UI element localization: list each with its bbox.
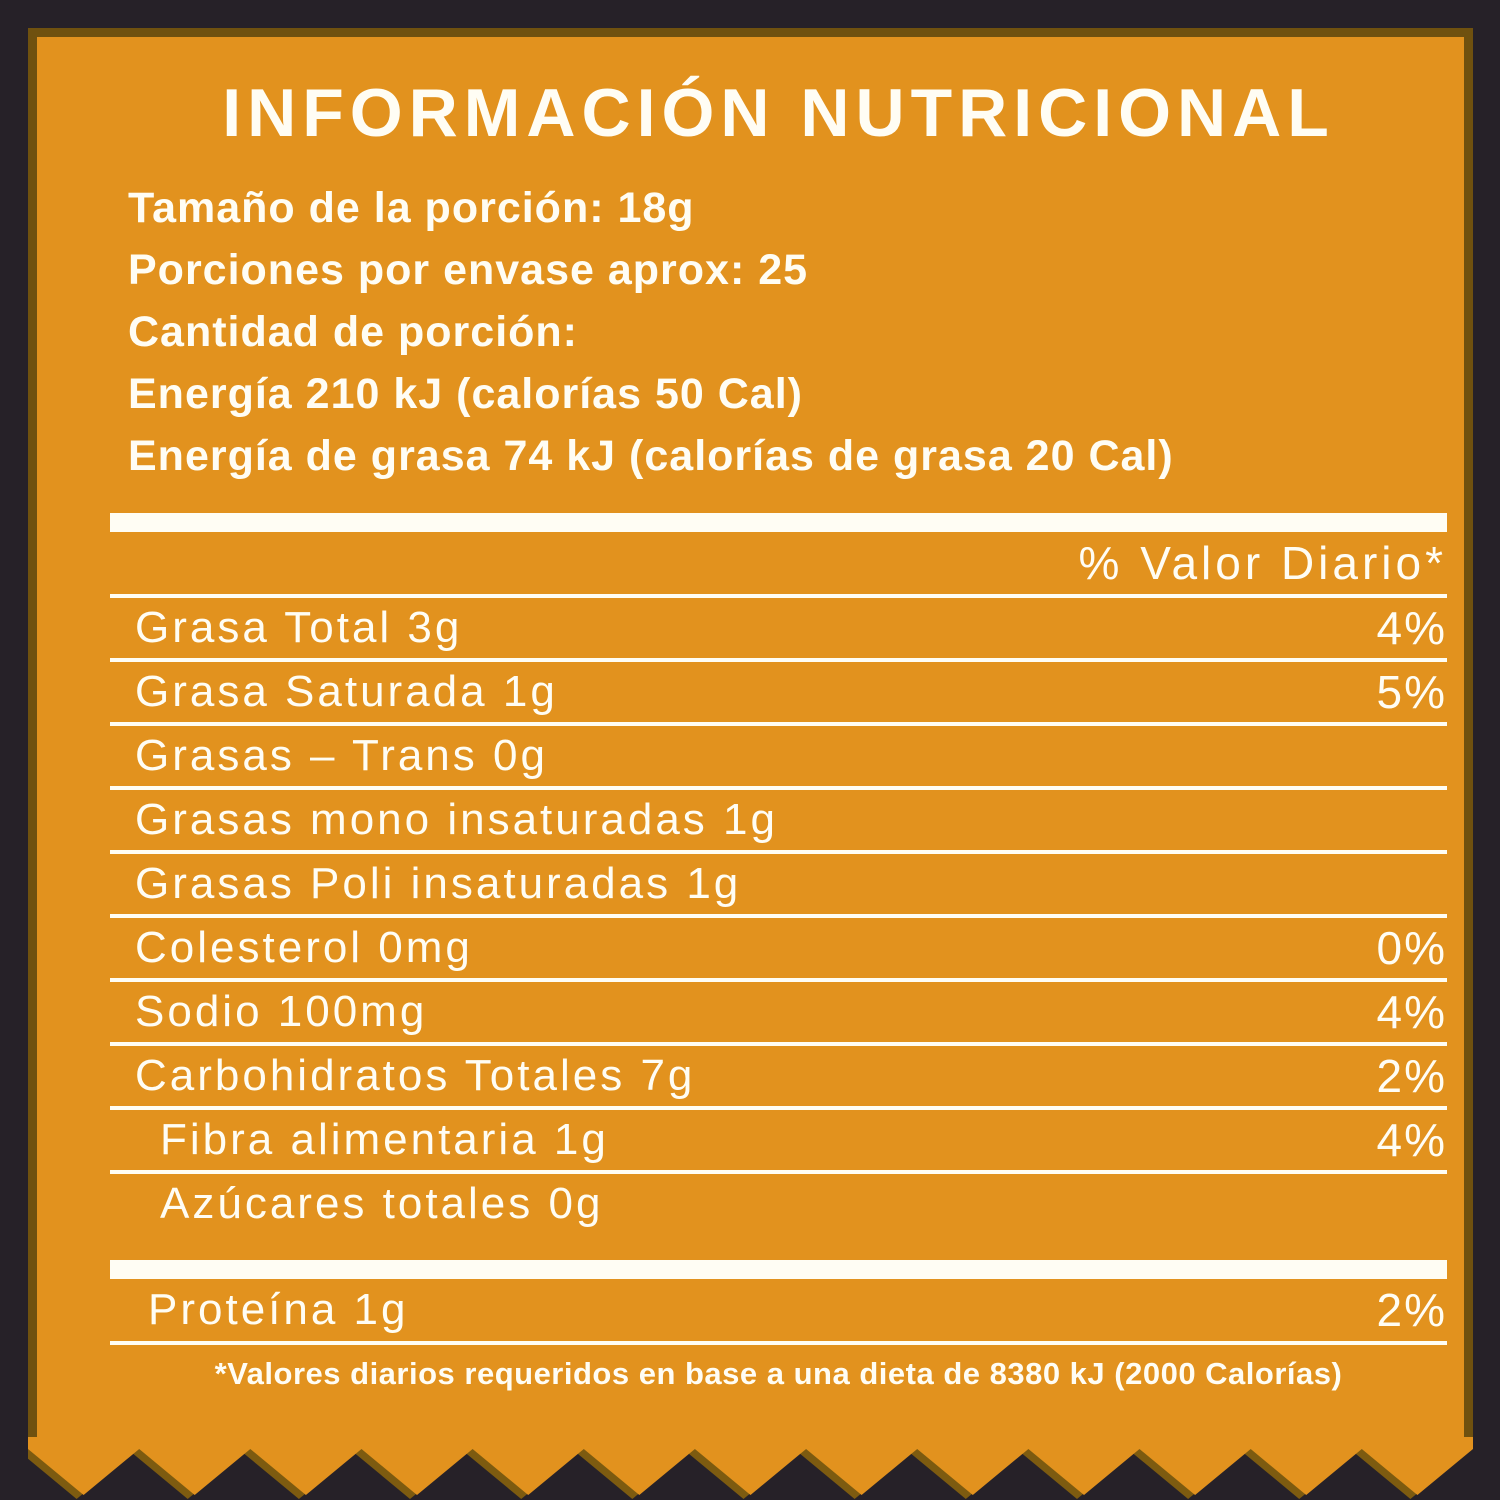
daily-value-header: % Valor Diario*	[1078, 537, 1447, 589]
amount-per-serving-line: Cantidad de porción:	[128, 308, 578, 356]
table-row: Azúcares totales 0g	[110, 1174, 1447, 1234]
table-row: Fibra alimentaria 1g 4%	[110, 1110, 1447, 1174]
nutrient-dv: 4%	[1376, 602, 1447, 654]
nutrient-rows: Grasa Total 3g 4% Grasa Saturada 1g 5% Grasa…	[110, 598, 1447, 1234]
nutrient-name: Sodio 100mg	[135, 987, 428, 1036]
nutrition-label-body: INFORMACIÓN NUTRICIONAL Tamaño de la por…	[28, 28, 1473, 1437]
nutrient-name: Grasa Total 3g	[135, 603, 463, 652]
nutrient-name: Grasa Saturada 1g	[135, 667, 558, 716]
table-row: Grasa Total 3g 4%	[110, 598, 1447, 662]
serving-size-line: Tamaño de la porción: 18g	[128, 184, 695, 232]
nutrient-dv: 2%	[1376, 1284, 1447, 1336]
serving-info: Tamaño de la porción: 18g Porciones por …	[110, 177, 1447, 487]
nutrient-dv: 4%	[1376, 1114, 1447, 1166]
nutrient-dv: 4%	[1376, 986, 1447, 1038]
table-row: Colesterol 0mg 0%	[110, 918, 1447, 982]
zigzag-edge	[28, 1437, 1473, 1499]
nutrient-dv: 5%	[1376, 666, 1447, 718]
nutrient-name: Carbohidratos Totales 7g	[135, 1051, 696, 1100]
nutrient-name: Grasas mono insaturadas 1g	[135, 795, 778, 844]
nutrient-dv: 2%	[1376, 1050, 1447, 1102]
table-row: Grasas – Trans 0g	[110, 726, 1447, 790]
footnote: *Valores diarios requeridos en base a un…	[214, 1356, 1343, 1391]
nutrient-name: Grasas Poli insaturadas 1g	[135, 859, 742, 908]
nutrient-name: Proteína 1g	[148, 1285, 409, 1334]
table-row: Grasa Saturada 1g 5%	[110, 662, 1447, 726]
table-row: Grasas Poli insaturadas 1g	[110, 854, 1447, 918]
nutrition-label: INFORMACIÓN NUTRICIONAL Tamaño de la por…	[28, 28, 1473, 1500]
servings-per-container-line: Porciones por envase aprox: 25	[128, 246, 809, 294]
table-row: Sodio 100mg 4%	[110, 982, 1447, 1046]
energy-line: Energía 210 kJ (calorías 50 Cal)	[128, 370, 803, 418]
nutrient-name: Grasas – Trans 0g	[135, 731, 548, 780]
label-title: INFORMACIÓN NUTRICIONAL	[222, 75, 1335, 151]
nutrient-name: Fibra alimentaria 1g	[160, 1115, 609, 1164]
table-row: Grasas mono insaturadas 1g	[110, 790, 1447, 854]
nutrient-dv: 0%	[1376, 922, 1447, 974]
separator-bar-middle	[110, 1260, 1447, 1279]
energy-from-fat-line: Energía de grasa 74 kJ (calorías de gras…	[128, 432, 1174, 480]
nutrient-name: Colesterol 0mg	[135, 923, 473, 972]
separator-bar-top	[110, 513, 1447, 532]
protein-row: Proteína 1g 2%	[110, 1279, 1447, 1345]
daily-value-header-row: % Valor Diario*	[110, 532, 1447, 598]
nutrient-name: Azúcares totales 0g	[160, 1179, 604, 1228]
table-row: Carbohidratos Totales 7g 2%	[110, 1046, 1447, 1110]
